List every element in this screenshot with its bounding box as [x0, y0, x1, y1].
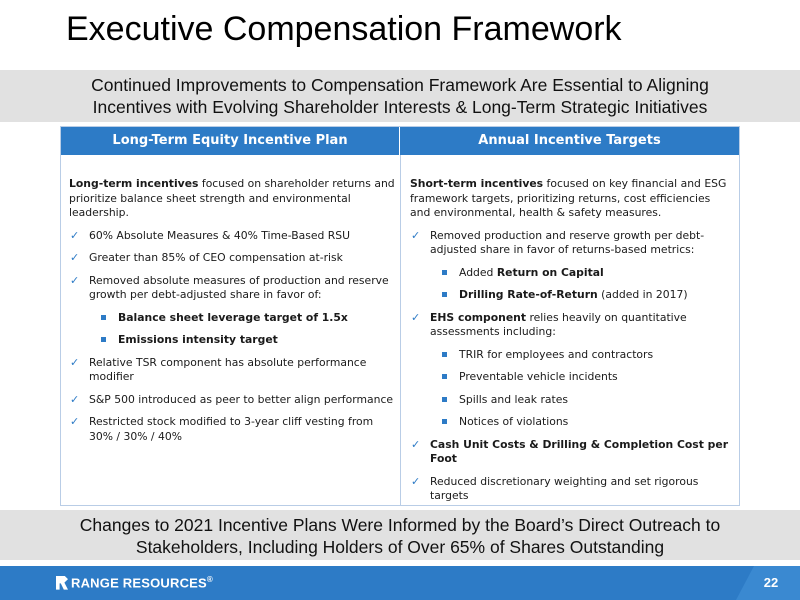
annual-column: Short-term incentives focused on key fin… — [410, 177, 732, 512]
list-item: ✓ Removed production and reserve growth p… — [411, 228, 705, 257]
sub-list-item: Spills and leak rates — [410, 393, 732, 408]
list-item: ✓ EHS component relies heavily on quantit… — [411, 310, 687, 339]
square-bullet-icon — [442, 396, 447, 402]
page-title: Executive Compensation Framework — [66, 10, 622, 48]
sub-list-item: Emissions intensity target — [69, 333, 395, 348]
top-banner: Continued Improvements to Compensation F… — [0, 70, 800, 122]
list-item: ✓ Greater than 85% of CEO compensation at… — [70, 251, 343, 264]
sub-list-item: Notices of violations — [410, 415, 732, 430]
square-bullet-icon — [442, 351, 447, 357]
checkmark-icon: ✓ — [411, 228, 421, 242]
checkmark-icon: ✓ — [70, 355, 80, 369]
checkmark-icon: ✓ — [70, 273, 80, 287]
square-bullet-icon — [442, 374, 447, 379]
range-resources-logo: RANGE RESOURCES® — [56, 575, 213, 590]
header-long-term-plan: Long-Term Equity Incentive Plan — [61, 127, 400, 155]
checkmark-icon: ✓ — [411, 437, 421, 451]
list-item: ✓ 60% Absolute Measures & 40% Time-Based … — [70, 228, 351, 242]
annual-intro: Short-term incentives focused on key fin… — [410, 177, 727, 219]
list-item: ✓ Cash Unit Costs & Drilling & Completion… — [411, 437, 729, 466]
square-bullet-icon — [442, 269, 447, 275]
checkmark-icon: ✓ — [70, 392, 80, 406]
sub-list-item: Preventable vehicle incidents — [410, 370, 732, 385]
header-annual-targets: Annual Incentive Targets — [478, 133, 661, 148]
column-divider — [400, 155, 401, 505]
checkmark-icon: ✓ — [411, 474, 421, 488]
list-item: ✓ Removed absolute measures of production… — [70, 273, 389, 302]
checkmark-icon: ✓ — [411, 310, 421, 324]
sub-list-item: TRIR for employees and contractors — [410, 348, 732, 363]
bottom-banner: Changes to 2021 Incentive Plans Were Inf… — [0, 510, 800, 560]
compensation-table: Long-Term Equity Incentive Plan Annual I… — [60, 126, 740, 506]
table-header: Long-Term Equity Incentive Plan Annual I… — [61, 127, 739, 155]
footer-bar: RANGE RESOURCES® — [0, 566, 800, 600]
bottom-banner-line-2: Stakeholders, Including Holders of Over … — [135, 537, 665, 557]
sub-list-item: Added Return on Capital — [410, 266, 732, 281]
long-term-intro: Long-term incentives focused on sharehol… — [69, 177, 395, 219]
page-number: 22 — [763, 575, 779, 590]
sub-list-item: Drilling Rate-of-Return (added in 2017) — [410, 288, 732, 303]
square-bullet-icon — [101, 337, 106, 342]
square-bullet-icon — [101, 314, 106, 320]
square-bullet-icon — [442, 419, 447, 424]
list-item: ✓ Restricted stock modified to 3-year cli… — [70, 415, 374, 443]
range-logo-icon — [56, 576, 68, 590]
top-banner-line-1: Continued Improvements to Compensation F… — [91, 75, 709, 95]
checkmark-icon: ✓ — [70, 251, 80, 264]
list-item: ✓ Reduced discretionary weighting and set… — [411, 474, 699, 503]
checkmark-icon: ✓ — [70, 228, 80, 242]
list-item: ✓ Relative TSR component has absolute per… — [70, 355, 367, 384]
checkmark-icon: ✓ — [70, 415, 80, 428]
bottom-banner-line-1: Changes to 2021 Incentive Plans Were Inf… — [79, 515, 721, 535]
top-banner-line-2: Incentives with Evolving Shareholder Int… — [92, 97, 708, 117]
square-bullet-icon — [442, 292, 447, 297]
list-item: ✓ S&P 500 introduced as peer to better al… — [70, 392, 394, 406]
long-term-column: Long-term incentives focused on sharehol… — [69, 177, 395, 452]
sub-list-item: Balance sheet leverage target of 1.5x — [69, 311, 395, 326]
